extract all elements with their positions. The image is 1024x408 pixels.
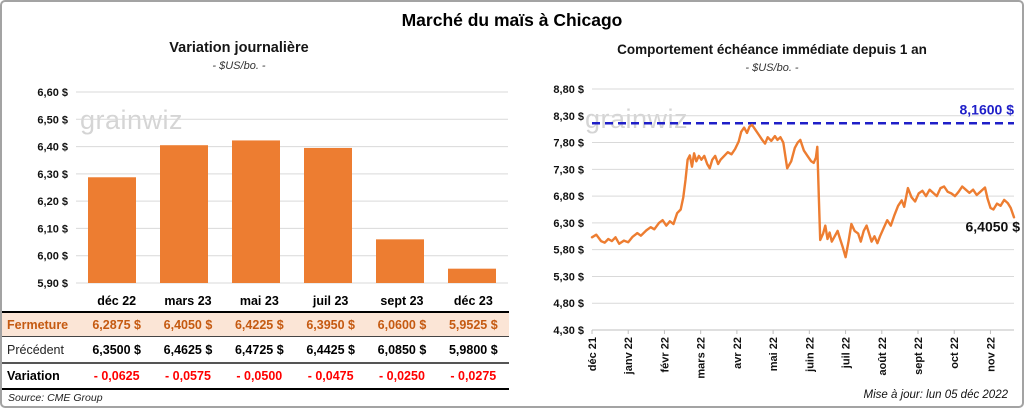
bar xyxy=(232,140,280,283)
bar xyxy=(88,177,136,283)
cell-value: 6,3950 $ xyxy=(294,311,367,337)
table-row-fermeture: Fermeture 6,2875 $ 6,4050 $ 6,4225 $ 6,3… xyxy=(2,311,509,337)
y-axis-tick-label: 5,90 $ xyxy=(37,278,68,290)
cell-value: 6,0850 $ xyxy=(366,336,438,364)
cell-value: - 0,0275 xyxy=(437,363,509,390)
row-label: Variation xyxy=(2,363,81,390)
x-axis-tick-label: août 22 xyxy=(877,337,889,376)
update-note: Mise à jour: lun 05 déc 2022 xyxy=(863,389,1008,401)
cell-value: 6,4425 $ xyxy=(294,336,367,364)
cell-value: 5,9800 $ xyxy=(437,336,509,364)
cell-value: 6,4225 $ xyxy=(223,311,295,337)
table-row-variation: Variation - 0,0625 - 0,0575 - 0,0500 - 0… xyxy=(2,363,509,390)
page-title: Marché du maïs à Chicago xyxy=(401,10,623,30)
x-axis-tick-label: nov 22 xyxy=(985,337,997,372)
x-axis-tick-label: sept 22 xyxy=(913,337,925,375)
column-header: sept 23 xyxy=(380,293,424,308)
cell-value: - 0,0250 xyxy=(366,363,438,390)
y-axis-tick-label: 6,10 $ xyxy=(37,223,68,235)
column-header: mars 23 xyxy=(164,293,212,308)
x-axis-tick-label: juil 22 xyxy=(841,337,853,369)
y-axis-tick-label: 7,30 $ xyxy=(553,164,584,176)
price-table: déc 22 mars 23 mai 23 juil 23 sept 23 dé… xyxy=(2,290,509,390)
row-label: Fermeture xyxy=(2,311,81,337)
cell-value: 6,4050 $ xyxy=(152,311,224,337)
y-axis-tick-label: 5,80 $ xyxy=(553,245,584,257)
cell-value: 6,2875 $ xyxy=(81,311,153,337)
row-label: Précédent xyxy=(2,336,81,364)
y-axis-tick-label: 4,30 $ xyxy=(553,325,584,337)
y-axis-tick-label: 4,80 $ xyxy=(553,298,584,310)
cell-value: - 0,0500 xyxy=(223,363,295,390)
cell-value: 6,0600 $ xyxy=(366,311,438,337)
bar xyxy=(304,147,352,283)
y-axis-tick-label: 8,30 $ xyxy=(553,111,584,123)
table-corner-cell xyxy=(2,290,81,312)
y-axis-tick-label: 6,30 $ xyxy=(37,169,68,181)
y-axis-tick-label: 6,00 $ xyxy=(37,251,68,263)
column-header: mai 23 xyxy=(239,293,279,308)
x-axis-tick-label: janv 22 xyxy=(623,337,635,375)
bar xyxy=(160,145,208,283)
line-chart: 8,80 $ 8,30 $ 7,80 $ 7,30 $ 6,80 $ 6,30 $ 5,80… xyxy=(553,84,1021,379)
y-axis-tick-label: 8,80 $ xyxy=(553,84,584,96)
cell-value: 6,3500 $ xyxy=(81,336,153,364)
y-axis-tick-label: 6,40 $ xyxy=(37,142,68,154)
cell-value: - 0,0625 xyxy=(81,363,153,390)
y-axis-tick-label: 6,30 $ xyxy=(553,218,584,230)
cell-value: 5,9525 $ xyxy=(437,311,509,337)
x-axis-tick-label: févr 22 xyxy=(659,337,671,372)
source-note: Source: CME Group xyxy=(8,392,103,404)
x-axis-tick-label: avr 22 xyxy=(732,337,744,369)
x-axis-tick-label: mai 22 xyxy=(768,337,780,371)
y-axis-tick-label: 6,50 $ xyxy=(37,114,68,126)
x-axis-tick-label: juin 22 xyxy=(804,337,816,373)
x-axis-tick-label: déc 21 xyxy=(587,337,599,371)
column-header: déc 22 xyxy=(97,293,137,308)
bar-chart-title: Variation journalière xyxy=(169,40,309,56)
price-line-series xyxy=(590,123,1016,259)
cell-value: 6,4625 $ xyxy=(152,336,224,364)
last-value-label: 6,4050 $ xyxy=(966,218,1021,234)
y-axis-tick-label: 6,80 $ xyxy=(553,191,584,203)
table-row-precedent: Précédent 6,3500 $ 6,4625 $ 6,4725 $ 6,4… xyxy=(2,336,509,364)
x-axis-tick-label: oct 22 xyxy=(949,337,961,369)
y-axis-tick-label: 7,80 $ xyxy=(553,138,584,150)
bar-chart-subtitle: - $US/bo. - xyxy=(212,60,266,72)
bar xyxy=(448,268,496,283)
cell-value: - 0,0475 xyxy=(294,363,367,390)
bar xyxy=(376,239,424,283)
cell-value: 6,4725 $ xyxy=(223,336,295,364)
line-chart-subtitle: - $US/bo. - xyxy=(745,62,799,74)
y-axis-tick-label: 6,20 $ xyxy=(37,196,68,208)
bar-chart: 6,60 $ 6,50 $ 6,40 $ 6,30 $ 6,20 $ 6,10 $ 6,00… xyxy=(37,87,508,290)
line-chart-title: Comportement échéance immédiate depuis 1… xyxy=(617,42,927,57)
column-header: déc 23 xyxy=(453,293,493,308)
y-axis-tick-label: 5,30 $ xyxy=(553,271,584,283)
reference-line-label: 8,1600 $ xyxy=(960,101,1015,117)
cell-value: - 0,0575 xyxy=(152,363,224,390)
column-header: juil 23 xyxy=(312,293,349,308)
x-axis-tick-label: mars 22 xyxy=(696,337,708,379)
table-header-row: déc 22 mars 23 mai 23 juil 23 sept 23 dé… xyxy=(2,290,509,312)
y-axis-tick-label: 6,60 $ xyxy=(37,87,68,99)
